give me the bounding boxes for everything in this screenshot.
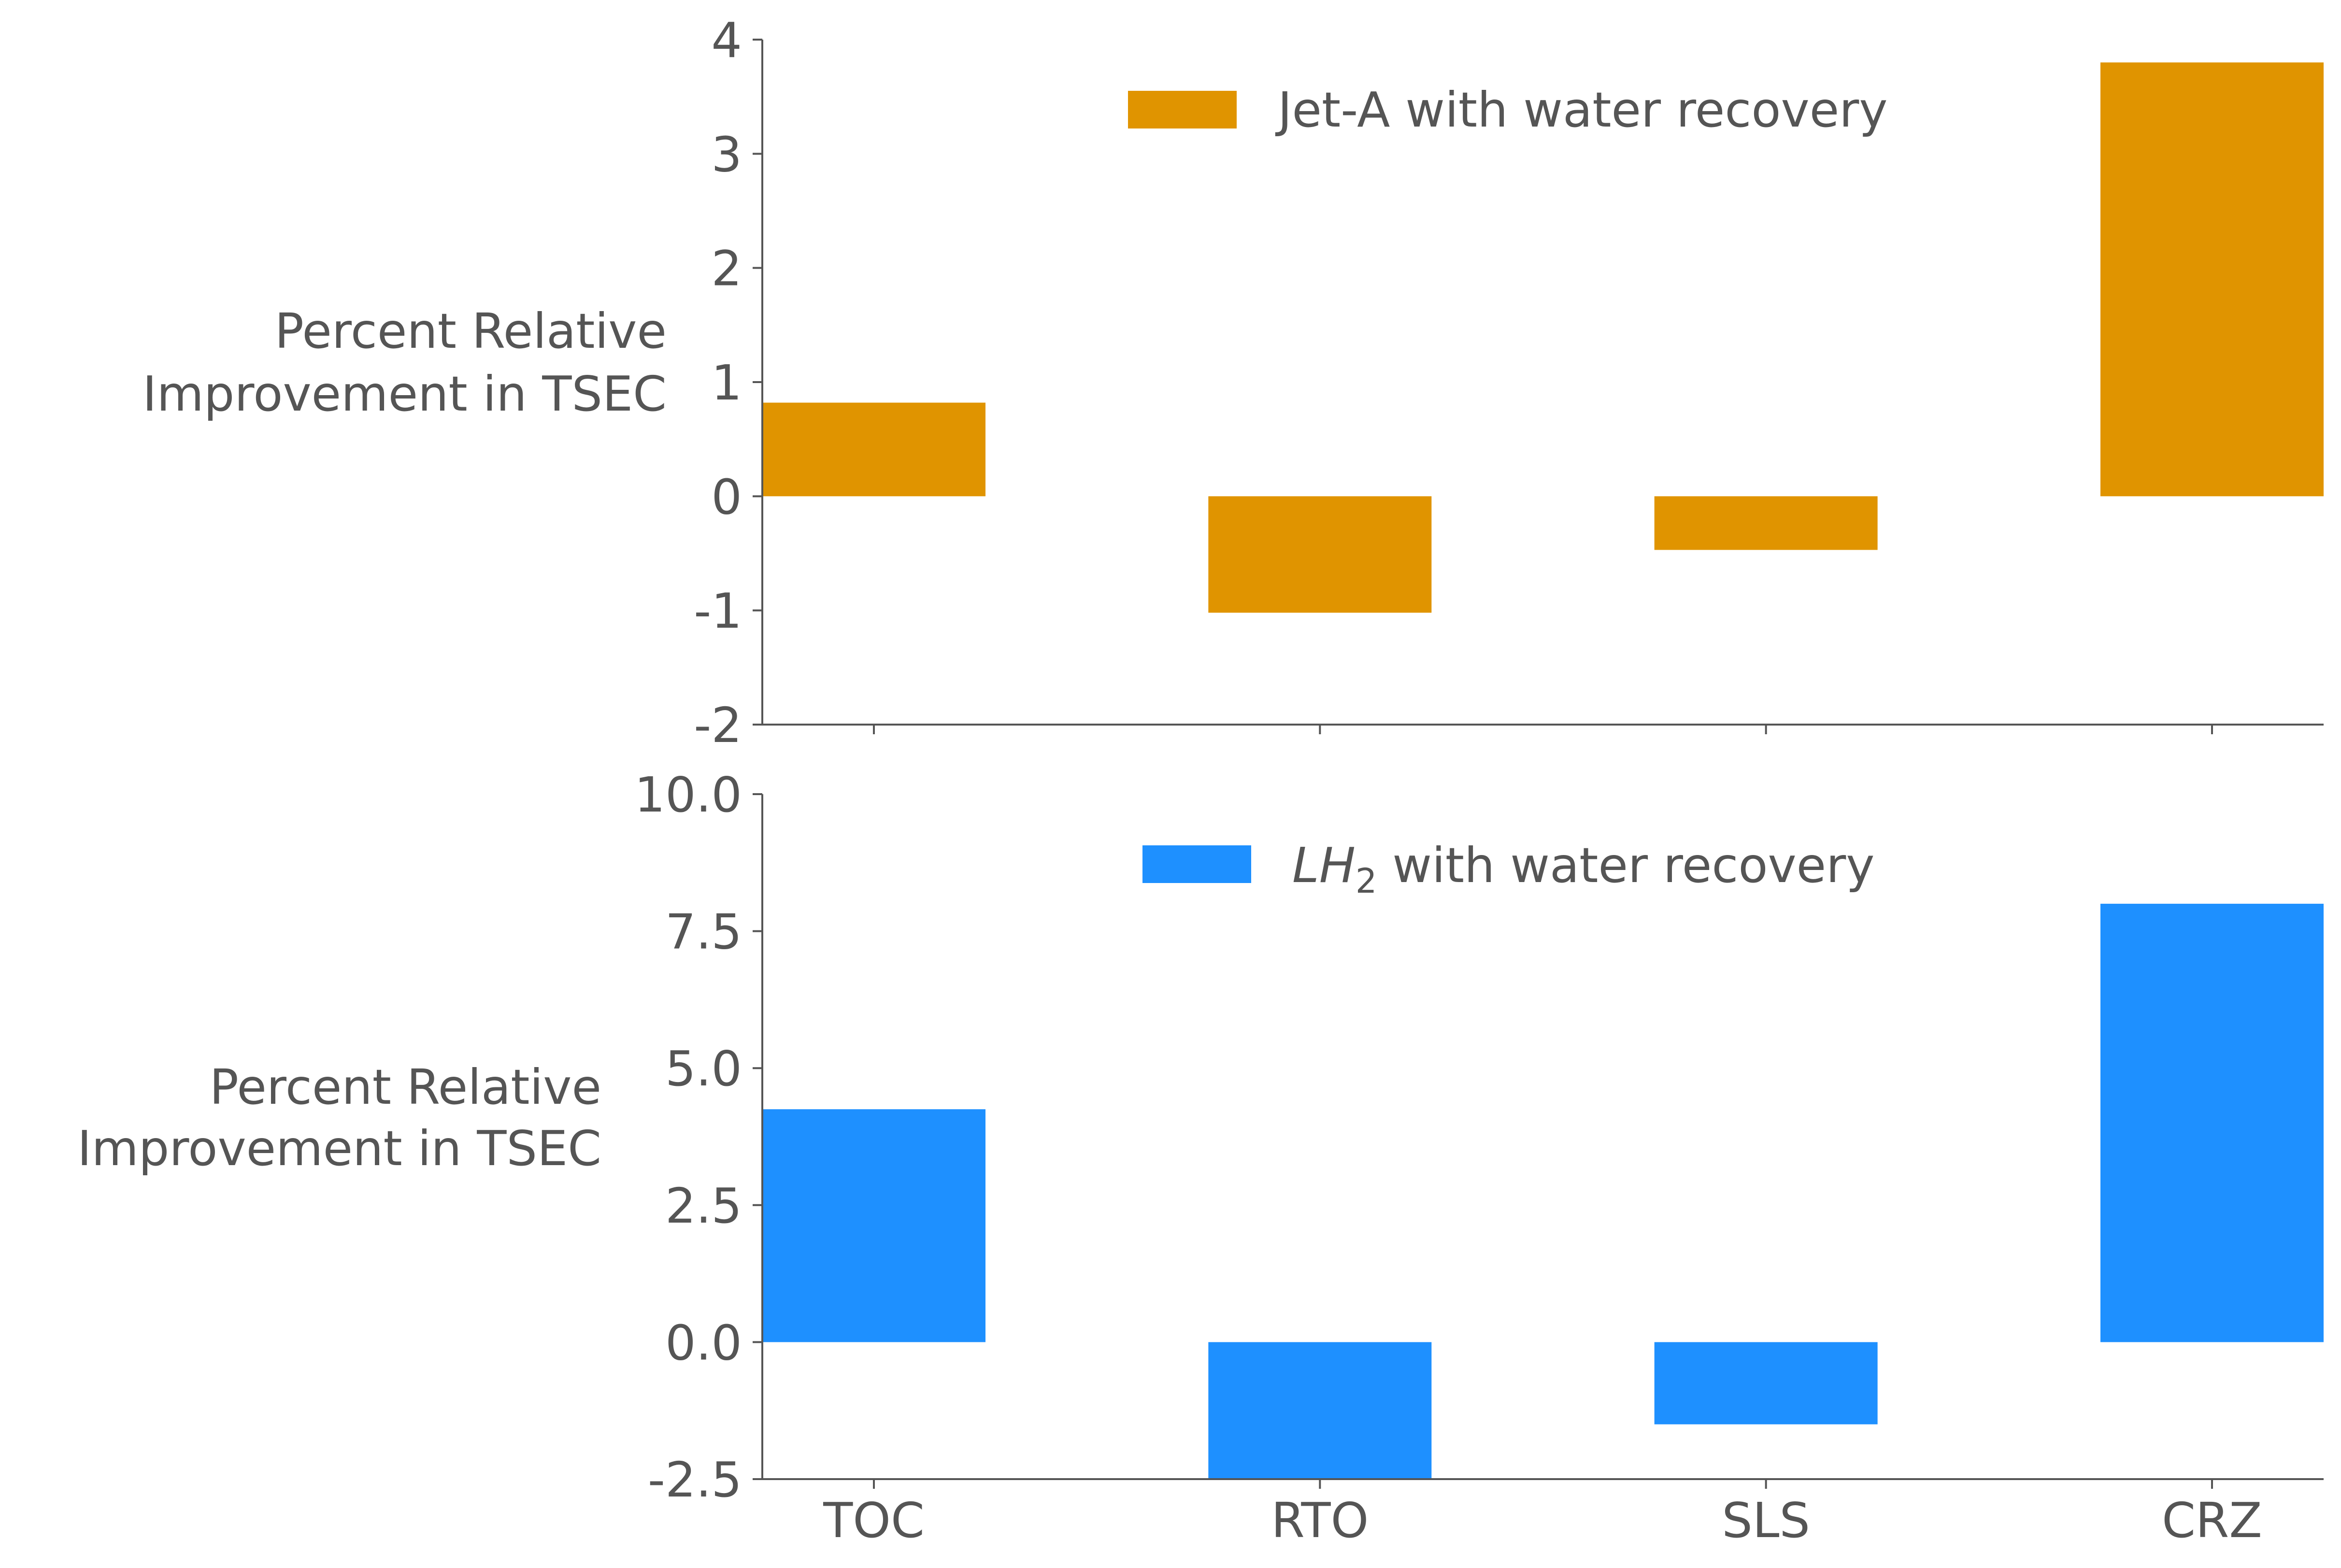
- bar-crz: [2100, 62, 2324, 497]
- y-axis-label-line2: Improvement in TSEC: [143, 366, 667, 422]
- bar-sls: [1654, 1342, 1878, 1425]
- legend: Jet-A with water recovery: [1128, 82, 1888, 138]
- bottom-panel: 10.0 7.5 5.0 2.5 0.0 -2.5 TOC RTO SLS CRZ Percent …: [77, 767, 2324, 1549]
- legend-label: Jet-A with water recovery: [1275, 82, 1888, 138]
- y-tick-label: -1: [694, 583, 742, 640]
- legend-label: LH2 with water recovery: [1292, 837, 1875, 901]
- x-tick-label-sls: SLS: [1722, 1492, 1810, 1549]
- x-tick-label-toc: TOC: [823, 1492, 925, 1549]
- y-tick-label: 7.5: [665, 904, 742, 960]
- bar-crz: [2100, 903, 2324, 1342]
- bar-sls: [1654, 496, 1878, 550]
- y-tick-label: 2: [711, 241, 742, 297]
- y-tick-label: -2.5: [648, 1452, 742, 1508]
- legend: LH2 with water recovery: [1142, 837, 1875, 901]
- y-axis-label-line2: Improvement in TSEC: [77, 1120, 601, 1177]
- y-tick-label: 0: [711, 469, 742, 525]
- x-tick-label-crz: CRZ: [2162, 1492, 2262, 1549]
- y-tick-label: -2: [694, 697, 742, 754]
- legend-swatch: [1142, 845, 1251, 883]
- legend-swatch: [1128, 91, 1237, 128]
- bar-rto: [1208, 1342, 1432, 1479]
- bar-rto: [1208, 496, 1432, 613]
- y-tick-label: 10.0: [634, 767, 742, 823]
- y-tick-label: 2.5: [665, 1178, 742, 1234]
- top-panel: 4 3 2 1 0 -1 -2 Percent Relative Improvement in …: [143, 12, 2324, 754]
- y-axis-label-line1: Percent Relative: [210, 1059, 601, 1115]
- x-tick-label-rto: RTO: [1271, 1492, 1369, 1549]
- y-tick-label: 3: [711, 126, 742, 183]
- bar-toc: [762, 402, 985, 497]
- y-tick-label: 1: [711, 355, 742, 411]
- y-axis-label-line1: Percent Relative: [275, 303, 667, 359]
- y-tick-label: 5.0: [665, 1041, 742, 1097]
- y-tick-label: 4: [711, 12, 742, 69]
- y-tick-label: 0.0: [665, 1314, 742, 1371]
- bar-toc: [762, 1109, 985, 1342]
